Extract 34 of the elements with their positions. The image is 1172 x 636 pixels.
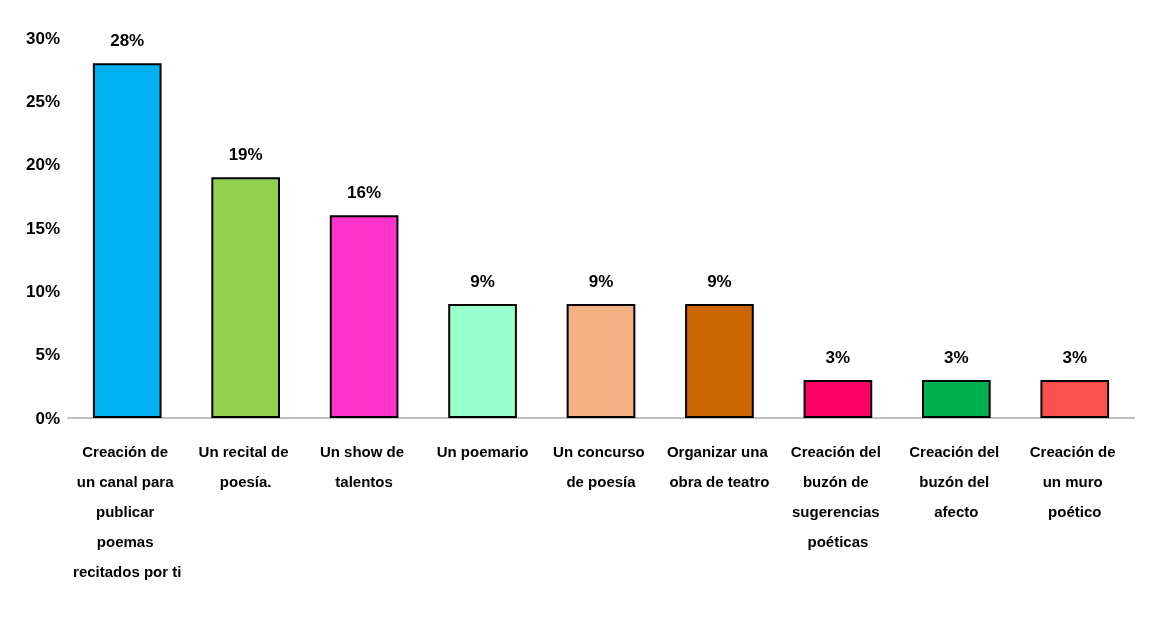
bar	[566, 304, 636, 418]
data-label: 19%	[228, 145, 263, 165]
x-tick-label: Un concurso de poesía	[553, 442, 649, 490]
y-tick-label: 25%	[25, 91, 60, 111]
x-tick-label: Un show de talentos	[319, 442, 409, 490]
y-tick-label: 10%	[25, 281, 60, 301]
y-tick-label: 15%	[25, 218, 60, 238]
x-tick-label: Un poemario	[436, 442, 529, 460]
y-tick-label: 20%	[25, 155, 60, 175]
bar	[448, 304, 517, 418]
data-label: 9%	[588, 272, 614, 291]
data-label: 9%	[707, 272, 732, 291]
y-tick-label: 30%	[25, 28, 60, 48]
bar	[685, 304, 754, 418]
bar	[1040, 380, 1110, 418]
data-label: 28%	[110, 31, 145, 51]
data-label: 3%	[944, 348, 969, 367]
bar	[921, 380, 991, 418]
x-tick-label: Creación del buzón de sugerencias poéticas	[790, 442, 885, 550]
bar	[92, 63, 162, 418]
data-label: 3%	[1062, 348, 1088, 367]
data-label: 3%	[825, 348, 851, 367]
y-tick-label: 5%	[35, 345, 60, 365]
x-tick-label: Organizar una obra de teatro	[666, 442, 772, 490]
bar	[211, 177, 281, 418]
y-tick-label: 0%	[35, 408, 60, 428]
x-tick-label: Creación del buzón del afecto	[909, 442, 1004, 520]
x-tick-label: Creación de un canal para publicar poemas recitados por ti	[73, 442, 182, 580]
bar	[329, 215, 399, 418]
bar	[803, 380, 873, 418]
data-label: 16%	[347, 183, 382, 203]
x-tick-label: Creación de un muro poético	[1029, 442, 1120, 520]
x-tick-label: Un recital de poesía.	[198, 442, 293, 490]
data-label: 9%	[470, 272, 495, 291]
